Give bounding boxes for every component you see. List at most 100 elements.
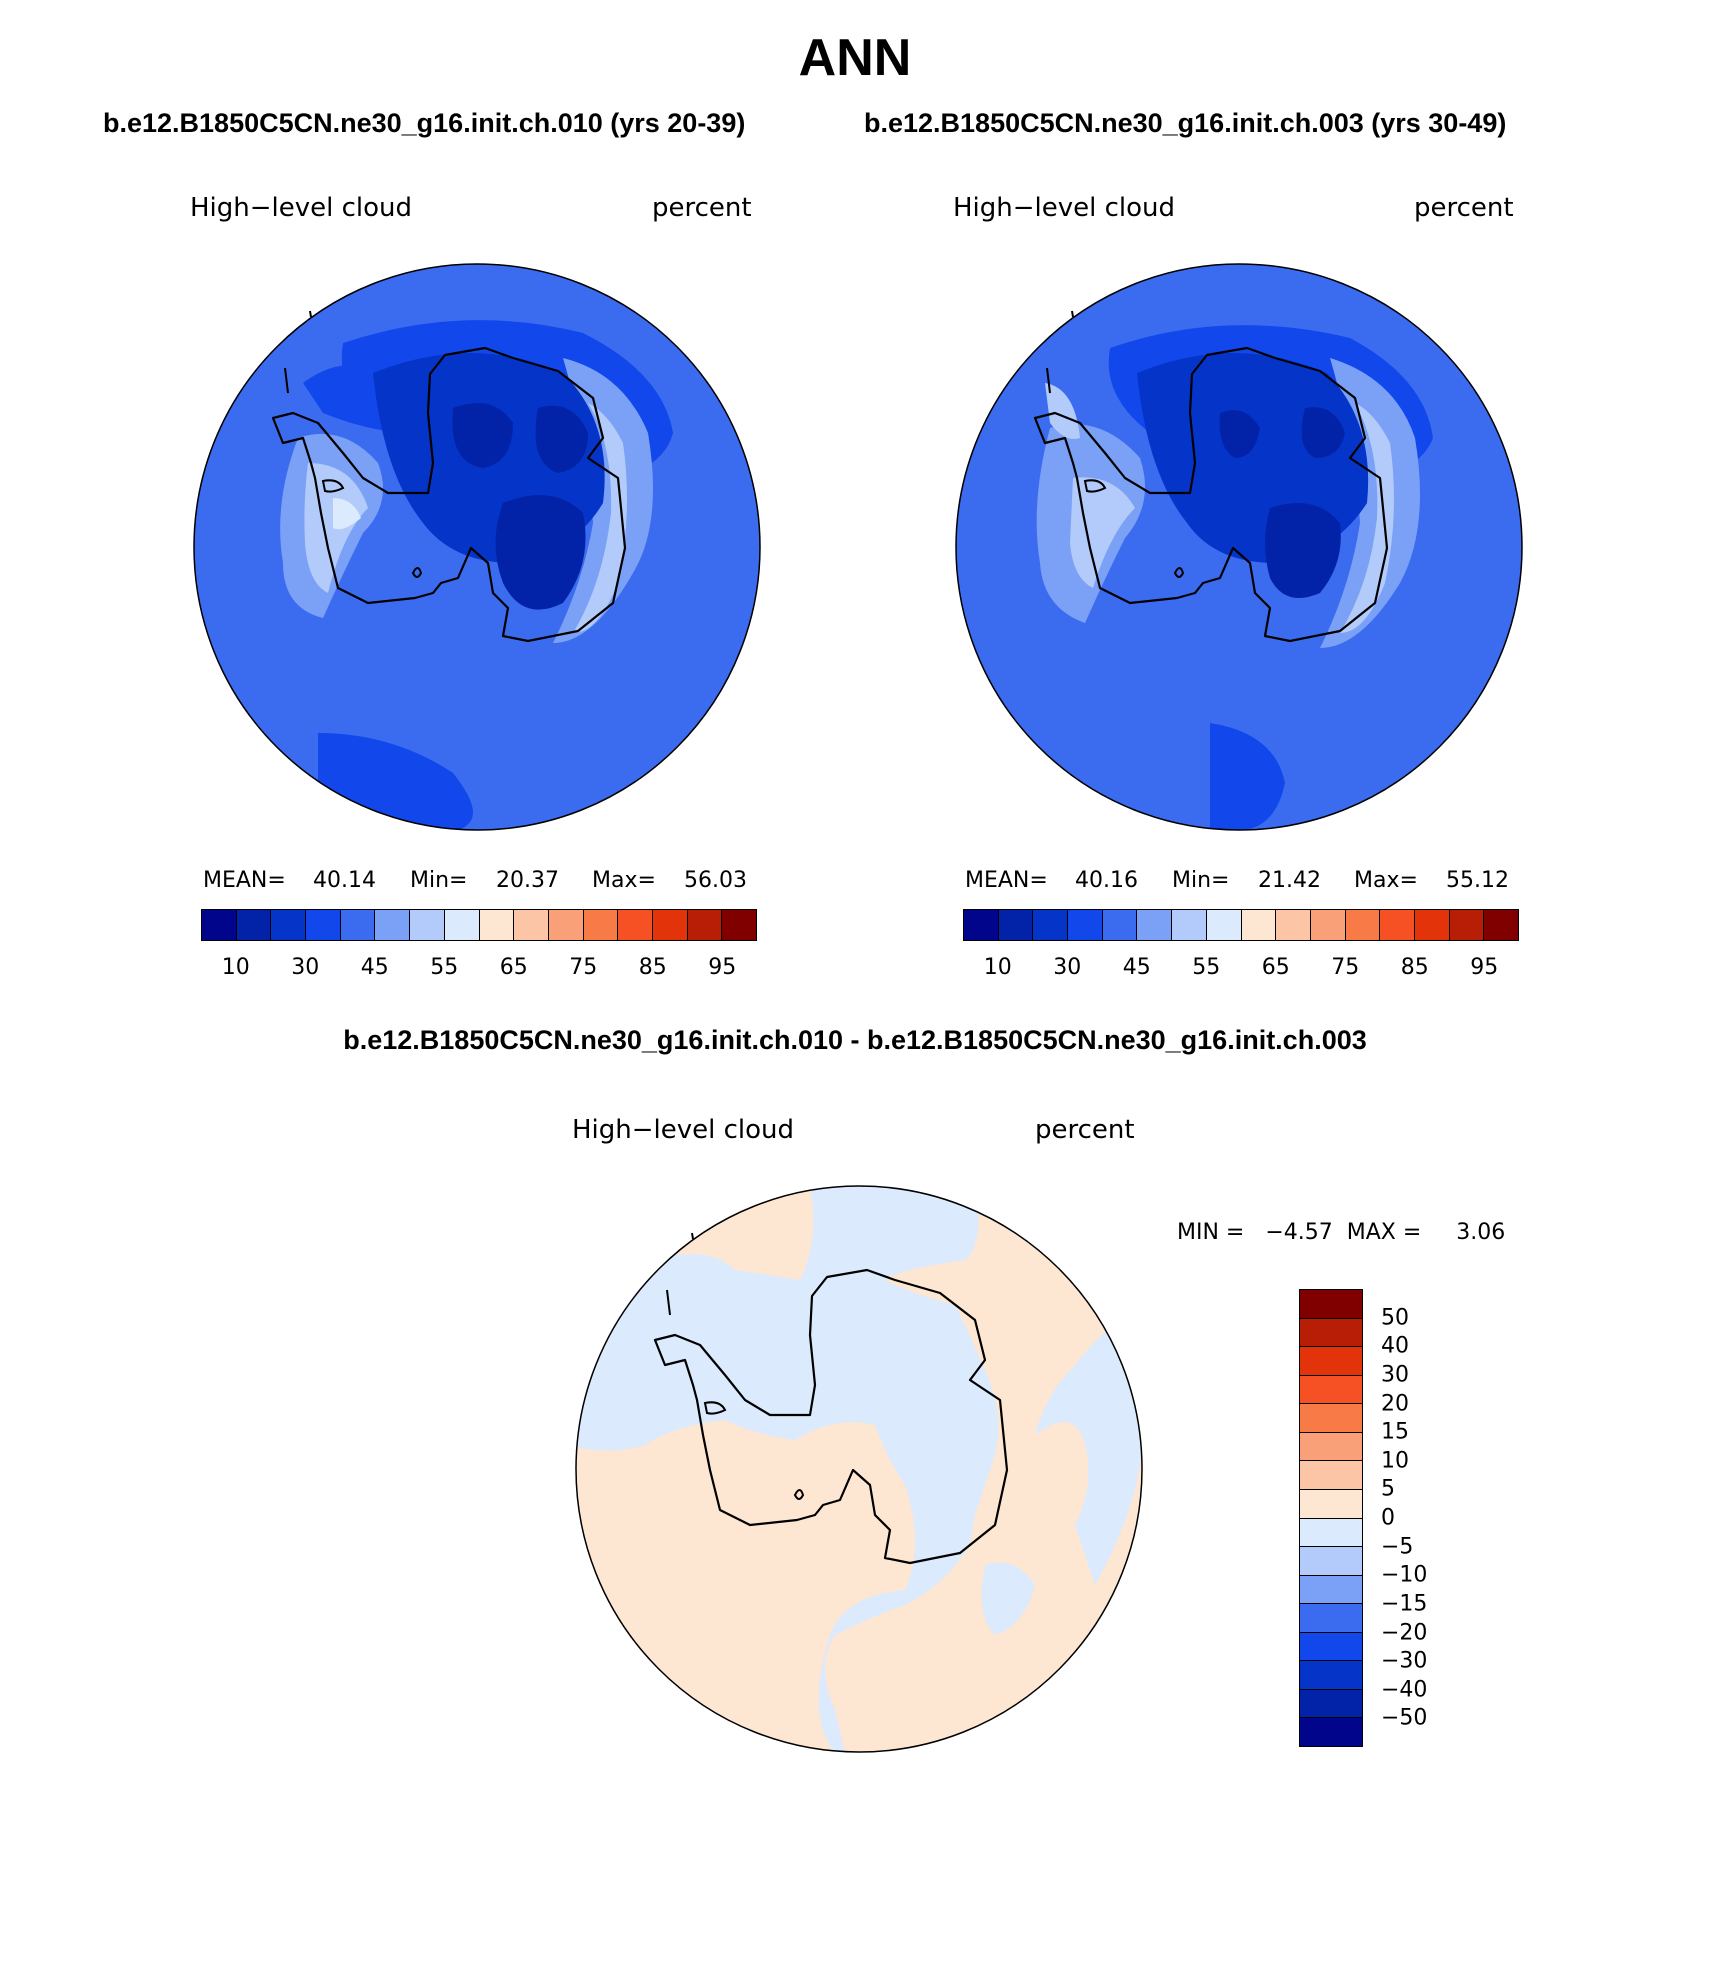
panel2-min-value: 21.42	[1258, 868, 1321, 893]
diff-colorbar-tick-label: 30	[1381, 1362, 1409, 1388]
panel1-colorbar-tick-label: 75	[569, 955, 598, 980]
diff-colorbar-box	[1300, 1489, 1362, 1519]
diff-colorbar	[1299, 1289, 1363, 1747]
panel2-colorbar-tick-label: 65	[1261, 955, 1290, 980]
panel2-variable-label: High−level cloud	[953, 193, 1176, 223]
panel2-colorbar-tick-label: 45	[1122, 955, 1151, 980]
diff-colorbar-box	[1300, 1718, 1362, 1746]
panel1-colorbar-tick-label: 65	[499, 955, 528, 980]
panel1-mean-label: MEAN=	[203, 868, 286, 893]
panel1-colorbar-box	[722, 910, 756, 940]
panel1-colorbar-box	[548, 910, 584, 940]
diff-colorbar-box	[1300, 1347, 1362, 1376]
diff-colorbar-box	[1300, 1518, 1362, 1548]
panel1-colorbar	[201, 909, 757, 941]
panel2-colorbar-tick-label: 75	[1331, 955, 1360, 980]
panel2-colorbar-box	[1172, 910, 1207, 940]
panel2-mean-label: MEAN=	[965, 868, 1048, 893]
panel2-colorbar-box	[1241, 910, 1277, 940]
case-title-right: b.e12.B1850C5CN.ne30_g16.init.ch.003 (yr…	[864, 108, 1507, 138]
page-title: ANN	[798, 29, 912, 87]
diff-colorbar-tick-label: −20	[1381, 1620, 1428, 1645]
diff-colorbar-box	[1300, 1375, 1362, 1405]
panel1-colorbar-box	[652, 910, 688, 940]
diff-colorbar-box	[1300, 1661, 1362, 1690]
panel1-colorbar-tick-label: 55	[430, 955, 459, 980]
diff-colorbar-box	[1300, 1547, 1362, 1576]
panel2-colorbar-box	[1414, 910, 1450, 940]
diff-colorbar-tick-label: 10	[1381, 1448, 1409, 1474]
diff-colorbar-box	[1300, 1432, 1362, 1462]
panel2-colorbar-box	[1345, 910, 1381, 940]
panel1-colorbar-box	[479, 910, 515, 940]
panel1-colorbar-box	[306, 910, 341, 940]
diff-colorbar-box	[1300, 1575, 1362, 1605]
panel1-colorbar-tick-label: 30	[291, 955, 320, 980]
diff-colorbar-tick-label: 5	[1381, 1476, 1395, 1502]
panel2-colorbar-box	[964, 910, 999, 940]
panel1-colorbar-box	[444, 910, 480, 940]
diff-colorbar-box	[1300, 1404, 1362, 1433]
panel1-max-label: Max=	[592, 868, 656, 893]
panel1-min-value: 20.37	[496, 868, 559, 893]
panel2-min-label: Min=	[1172, 868, 1230, 893]
panel1-colorbar-tick-label: 95	[708, 955, 737, 980]
panel2-max-label: Max=	[1354, 868, 1418, 893]
panel2-colorbar-tick-label: 30	[1053, 955, 1082, 980]
diff-colorbar-tick-label: −5	[1381, 1534, 1414, 1560]
panel2-colorbar-box	[1137, 910, 1173, 940]
panel1-colorbar-box	[583, 910, 619, 940]
diff-colorbar-tick-label: 15	[1381, 1419, 1409, 1445]
panel1-colorbar-box	[340, 910, 376, 940]
diff-colorbar-tick-label: −50	[1381, 1705, 1428, 1731]
diff-colorbar-tick-label: −15	[1381, 1591, 1428, 1617]
panel2-colorbar-box	[1380, 910, 1415, 940]
case-title-left: b.e12.B1850C5CN.ne30_g16.init.ch.010 (yr…	[103, 108, 746, 138]
diff-variable-label: High−level cloud	[572, 1115, 795, 1145]
panel1-colorbar-tick-label: 85	[638, 955, 667, 980]
panel2-colorbar-box	[1206, 910, 1242, 940]
panel2-colorbar-box	[1102, 910, 1138, 940]
panel1-colorbar-box	[687, 910, 723, 940]
diff-colorbar-box	[1300, 1632, 1362, 1662]
diff-colorbar-tick-label: −40	[1381, 1677, 1428, 1703]
panel1-colorbar-box	[236, 910, 272, 940]
panel2-colorbar-tick-label: 55	[1192, 955, 1221, 980]
panel2-colorbar-tick-label: 10	[983, 955, 1012, 980]
diff-colorbar-box	[1300, 1689, 1362, 1719]
panel2-polar-map	[955, 263, 1523, 831]
panel1-colorbar-box	[618, 910, 653, 940]
panel1-polar-map	[193, 263, 761, 831]
panel2-colorbar-box	[1276, 910, 1311, 940]
panel2-colorbar-tick-label: 95	[1470, 955, 1499, 980]
panel2-colorbar-box	[1449, 910, 1485, 940]
diff-colorbar-box	[1300, 1604, 1362, 1633]
panel2-colorbar-box	[998, 910, 1034, 940]
diff-colorbar-tick-label: −30	[1381, 1648, 1428, 1674]
panel2-mean-value: 40.16	[1075, 868, 1138, 893]
panel1-colorbar-box	[375, 910, 411, 940]
panel2-colorbar	[963, 909, 1519, 941]
panel1-max-value: 56.03	[684, 868, 747, 893]
panel2-colorbar-box	[1068, 910, 1103, 940]
panel1-min-label: Min=	[410, 868, 468, 893]
panel2-colorbar-box	[1310, 910, 1346, 940]
diff-colorbar-tick-label: −10	[1381, 1562, 1428, 1588]
panel1-colorbar-tick-label: 45	[360, 955, 389, 980]
difference-title: b.e12.B1850C5CN.ne30_g16.init.ch.010 - b…	[343, 1025, 1367, 1055]
panel1-mean-value: 40.14	[313, 868, 376, 893]
diff-colorbar-tick-label: 0	[1381, 1505, 1395, 1531]
panel2-max-value: 55.12	[1446, 868, 1509, 893]
panel2-units-label: percent	[1414, 193, 1514, 223]
panel1-colorbar-box	[202, 910, 237, 940]
panel2-colorbar-box	[1033, 910, 1069, 940]
panel1-colorbar-tick-label: 10	[221, 955, 250, 980]
panel1-variable-label: High−level cloud	[190, 193, 413, 223]
diff-colorbar-tick-label: 20	[1381, 1391, 1409, 1416]
diff-colorbar-box	[1300, 1290, 1362, 1319]
panel1-colorbar-box	[514, 910, 549, 940]
diff-colorbar-tick-label: 50	[1381, 1305, 1409, 1331]
diff-units-label: percent	[1035, 1115, 1135, 1145]
panel2-colorbar-box	[1484, 910, 1518, 940]
diff-min-max-label: MIN = −4.57 MAX = 3.06	[1177, 1220, 1506, 1245]
